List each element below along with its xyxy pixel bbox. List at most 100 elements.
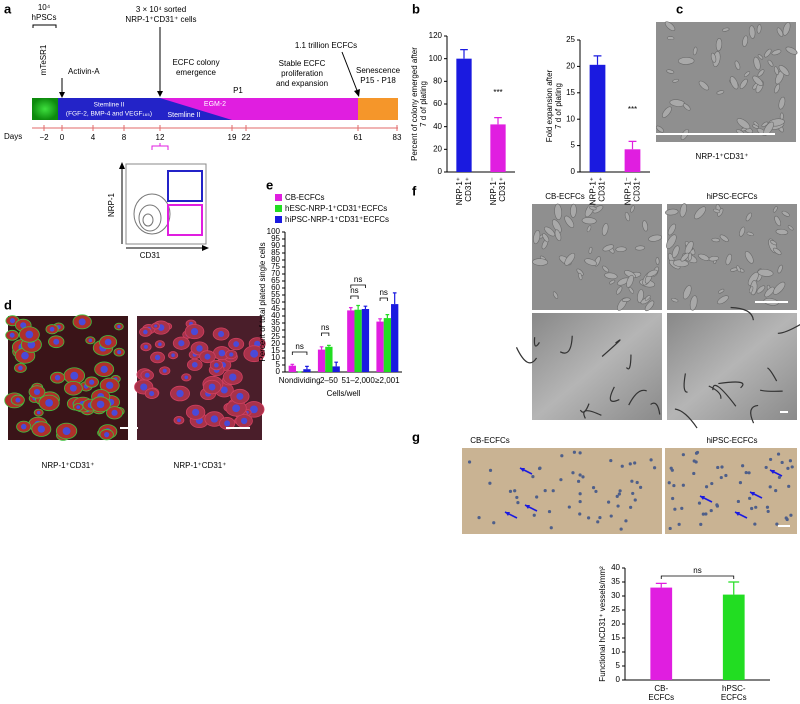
nucleus <box>692 459 696 463</box>
cell <box>661 106 672 118</box>
y-axis-label: Percent of total plated single cells <box>258 242 267 361</box>
nucleus <box>54 374 61 381</box>
vessel <box>750 404 759 424</box>
cell <box>544 226 556 237</box>
nucleus <box>204 353 211 360</box>
nucleus <box>144 372 150 378</box>
bar <box>391 304 399 372</box>
nucleus <box>790 465 794 469</box>
vessel <box>579 403 590 413</box>
y-axis-label: 7 d of plating <box>419 81 428 127</box>
cell <box>715 38 723 52</box>
panel-label: b <box>412 1 420 16</box>
nucleus <box>224 420 231 427</box>
nucleus <box>764 465 768 470</box>
significance: ns <box>321 323 329 332</box>
nucleus <box>694 451 699 455</box>
y-tick-label: 70 <box>271 269 280 278</box>
nucleus <box>53 338 60 345</box>
nucleus <box>769 457 773 462</box>
nucleus <box>709 508 713 513</box>
cell <box>689 295 698 311</box>
cell <box>722 27 730 32</box>
nucleus <box>104 338 112 346</box>
caption: NRP-1⁺CD31⁺ <box>696 152 749 161</box>
day-label: 83 <box>393 133 402 142</box>
cell <box>748 25 756 39</box>
label: emergence <box>176 68 217 77</box>
bracket <box>379 297 388 301</box>
nucleus <box>649 458 653 462</box>
x-tick-label: hPSC- <box>722 684 746 693</box>
panel-labels: a b c d e f g <box>4 1 683 444</box>
cell <box>592 205 604 214</box>
timeline: 10⁴ hPSCs mTeSR1 Activin-A 3 × 10⁴ sorte… <box>4 3 401 260</box>
nucleus <box>586 516 591 520</box>
nucleus <box>547 509 552 514</box>
bracket <box>660 575 735 579</box>
x-tick-label: NRP-1⁺ <box>589 177 598 205</box>
nucleus <box>191 361 198 368</box>
bar <box>589 64 606 172</box>
cell <box>694 206 707 220</box>
nucleus <box>631 491 635 496</box>
nucleus <box>78 318 86 326</box>
phase-stemline <box>58 98 160 120</box>
bar <box>456 58 472 172</box>
cell <box>775 228 789 236</box>
nucleus <box>76 405 81 409</box>
cell <box>677 57 695 65</box>
cell <box>725 253 732 266</box>
cell <box>742 35 749 47</box>
nucleus <box>784 516 788 520</box>
label: P1 <box>233 86 243 95</box>
y-tick-label: 80 <box>271 255 280 264</box>
error-bar <box>385 314 390 319</box>
nucleus <box>213 362 219 368</box>
cell <box>666 234 677 249</box>
vessel <box>601 339 621 357</box>
y-tick-label: 25 <box>566 35 575 44</box>
cell <box>588 246 593 254</box>
label: ECFC colony <box>172 58 219 67</box>
y-tick-label: 75 <box>271 262 280 271</box>
micrograph <box>667 313 797 420</box>
cell <box>666 69 675 74</box>
contour <box>138 204 162 232</box>
nucleus <box>697 501 702 505</box>
nucleus <box>738 481 743 485</box>
cell <box>736 118 751 130</box>
cell <box>764 286 775 298</box>
label: NRP-1⁺CD31⁺ cells <box>125 15 196 24</box>
cell <box>682 285 692 300</box>
error-bar <box>494 117 502 125</box>
y-tick-label: 60 <box>271 283 280 292</box>
bar <box>624 149 641 172</box>
cell <box>752 75 764 86</box>
error-bar <box>327 344 331 347</box>
nucleus <box>88 338 93 343</box>
x-tick-label: Nondividing <box>279 376 321 385</box>
cell <box>554 229 562 242</box>
nucleus <box>69 384 77 392</box>
y-tick-label: 35 <box>611 577 620 586</box>
cell <box>757 69 765 77</box>
nucleus <box>20 322 27 329</box>
y-axis-label: 7 d of plating <box>554 83 563 129</box>
cell <box>729 76 739 90</box>
day-label: 22 <box>242 133 251 142</box>
error-bar <box>363 305 368 309</box>
column-label: CB-ECFCs <box>470 436 510 445</box>
error-bar <box>628 140 637 150</box>
cell <box>667 223 676 236</box>
cell <box>542 233 550 243</box>
cell <box>570 203 577 218</box>
gate-blue <box>167 170 203 202</box>
nucleus <box>609 514 613 518</box>
contour <box>142 213 154 227</box>
bar <box>303 369 311 372</box>
nucleus <box>677 522 681 526</box>
micrographs <box>4 21 800 534</box>
cell <box>602 244 614 252</box>
cell <box>787 225 794 231</box>
